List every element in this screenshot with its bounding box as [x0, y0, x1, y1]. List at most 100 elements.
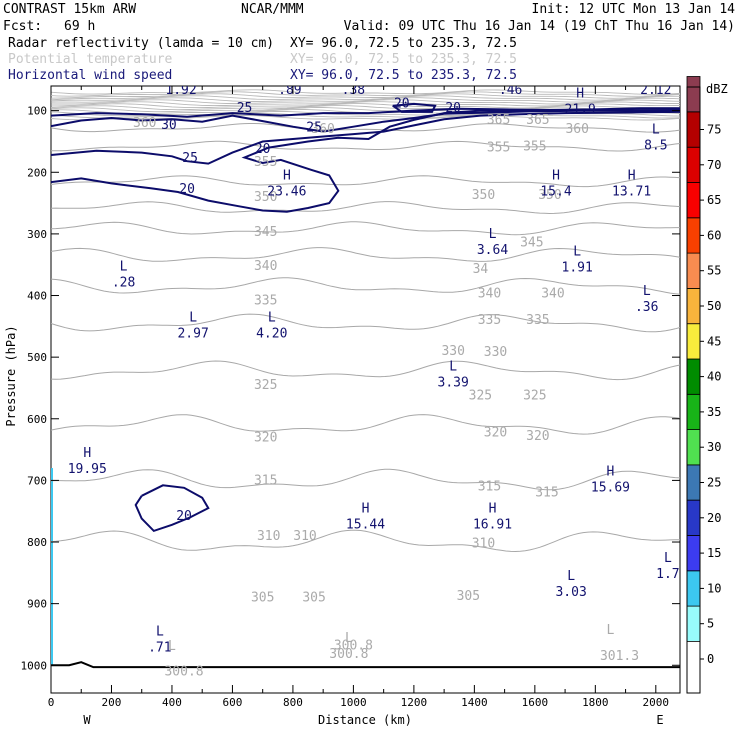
theta-contour-dense-5 — [51, 99, 680, 105]
wind-extremum-value-3: .46 — [499, 83, 522, 98]
x-tick-label-3: 600 — [223, 696, 243, 709]
y-tick-label-5: 600 — [27, 413, 47, 426]
colorbar-label-8: 40 — [707, 370, 721, 384]
theta-label-22: 325 — [254, 378, 277, 393]
theta-contour-dense-4 — [51, 97, 680, 103]
colorbar-label-9: 45 — [707, 334, 721, 348]
wind-extremum-value-21: 1.7 — [656, 567, 679, 582]
wind-extremum-marker-13: L — [643, 284, 651, 299]
colorbar-swatch-16 — [686, 76, 701, 113]
colorbar-label-13: 65 — [707, 193, 721, 207]
wind-extremum-value-20: 16.91 — [473, 517, 512, 532]
colorbar-label-15: 75 — [707, 123, 721, 137]
y-axis-title: Pressure (hPa) — [4, 325, 18, 426]
theta-label-4: 360 — [311, 122, 334, 137]
x-axis-title: Distance (km) — [318, 713, 412, 727]
theta-label-5: 355 — [487, 141, 510, 156]
x-tick-label-7: 1400 — [461, 696, 488, 709]
y-tick-label-7: 800 — [27, 536, 47, 549]
wind-extremum-marker-21: L — [664, 551, 672, 566]
theta-label-7: 355 — [254, 155, 277, 170]
wind-contour-25-upper — [51, 109, 680, 133]
wind-extremum-marker-4: H — [576, 87, 584, 102]
init-time: Init: 12 UTC Mon 13 Jan 14 — [532, 2, 736, 17]
wind-label-2: 20 — [445, 101, 461, 116]
colorbar-swatch-13 — [686, 182, 701, 219]
theta-contour-dense-9 — [51, 107, 680, 113]
theta-contour-dense-13 — [51, 114, 680, 121]
wind-extremum-value-6: 8.5 — [644, 138, 667, 153]
colorbar-swatch-12 — [686, 217, 701, 254]
wind-extremum-value-13: .36 — [635, 300, 658, 315]
x-tick-label-1: 200 — [102, 696, 122, 709]
wind-extremum-marker-6: L — [652, 122, 660, 137]
theta-label-38: 300.8 — [164, 664, 203, 679]
theta-label-32: 310 — [293, 529, 316, 544]
wind-extremum-marker-9: H — [628, 169, 636, 184]
wind-extremum-marker-16: L — [449, 360, 457, 375]
wind-extremum-value-19: 15.44 — [346, 517, 385, 532]
wind-extremum-marker-11: L — [573, 244, 581, 259]
theta-contour-dense-2 — [51, 93, 680, 99]
model-title: CONTRAST 15km ARW — [3, 2, 136, 17]
theta-label-20: 330 — [441, 344, 464, 359]
colorbar-swatch-11 — [686, 252, 701, 289]
y-tick-label-0: 100 — [27, 105, 47, 118]
field-xy-reflectivity: XY= 96.0, 72.5 to 235.3, 72.5 — [290, 36, 517, 51]
theta-label-35: 305 — [302, 590, 325, 605]
theta-label-33: 310 — [472, 536, 495, 551]
x-tick-label-5: 1000 — [340, 696, 367, 709]
theta-label-11: 345 — [254, 225, 277, 240]
theta-contour-305 — [51, 529, 680, 553]
theta-label-39: 301.3 — [600, 649, 639, 664]
colorbar-label-6: 30 — [707, 440, 721, 454]
theta-label-23: 325 — [469, 388, 492, 403]
wind-extremum-marker-14: L — [189, 310, 197, 325]
wind-extremum-marker-22: L — [567, 569, 575, 584]
fcst-value: 69 h — [64, 19, 95, 34]
colorbar-swatch-9 — [686, 323, 701, 360]
theta-contour-360 — [51, 123, 680, 133]
wind-extremum-value-14: 2.97 — [177, 326, 208, 341]
y-tick-label-9: 1000 — [21, 659, 48, 672]
wind-extremum-value-7: 23.46 — [267, 185, 306, 200]
theta-contour-325 — [51, 313, 680, 333]
theta-extremum-value-0: 300.8 — [329, 647, 368, 662]
wind-label-8: 20 — [176, 509, 192, 524]
colorbar-label-5: 25 — [707, 476, 721, 490]
colorbar-swatch-2 — [686, 570, 701, 607]
wind-contour-25 — [51, 110, 680, 165]
wind-extremum-marker-20: H — [489, 501, 497, 516]
theta-label-10: 350 — [538, 188, 561, 203]
wind-extremum-marker-10: L — [489, 227, 497, 242]
colorbar-label-4: 20 — [707, 511, 721, 525]
theta-contour-dense-12 — [51, 112, 680, 119]
theta-label-17: 335 — [254, 293, 277, 308]
colorbar-frame — [686, 86, 701, 694]
theta-contour-dense-8 — [51, 105, 680, 111]
theta-contour-dense-1 — [51, 91, 680, 97]
wind-label-0: 25 — [237, 101, 253, 116]
colorbar-swatch-14 — [686, 146, 701, 183]
y-tick-label-1: 200 — [27, 166, 47, 179]
y-tick-label-8: 900 — [27, 598, 47, 611]
theta-label-14: 340 — [254, 259, 277, 274]
wind-label-1: 20 — [394, 96, 410, 111]
wind-extremum-marker-23: L — [156, 625, 164, 640]
theta-extremum-marker-2: L — [168, 639, 176, 654]
colorbar-label-1: 5 — [707, 617, 714, 631]
theta-contour-dense-6 — [51, 101, 680, 107]
theta-label-3: 360 — [565, 122, 588, 137]
x-axis-west: W — [83, 713, 91, 727]
wind-extremum-marker-12: L — [120, 259, 128, 274]
wind-contour-20-closed — [134, 484, 210, 533]
wind-extremum-marker-15: L — [268, 310, 276, 325]
theta-contour-340 — [51, 221, 680, 236]
theta-label-13: 34 — [473, 262, 489, 277]
wind-extremum-value-9: 13.71 — [612, 185, 651, 200]
colorbar-swatch-5 — [686, 464, 701, 501]
wind-extremum-value-4: 21.9 — [565, 103, 596, 118]
colorbar-swatch-6 — [686, 429, 701, 466]
wind-extremum-value-11: 1.91 — [562, 260, 593, 275]
